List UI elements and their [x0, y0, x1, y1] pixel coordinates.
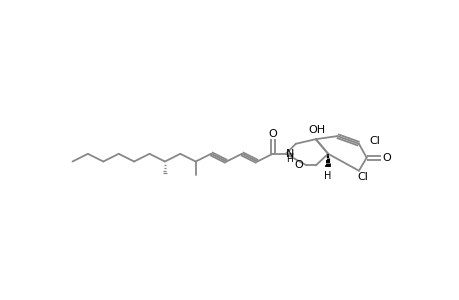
Text: O: O [294, 160, 303, 170]
Text: OH: OH [308, 125, 325, 135]
Text: O: O [381, 153, 390, 163]
Text: N: N [285, 149, 293, 159]
Text: Cl: Cl [369, 136, 380, 146]
Text: H: H [324, 171, 331, 181]
Text: Cl: Cl [357, 172, 368, 182]
Text: O: O [268, 129, 276, 139]
Text: H: H [285, 155, 292, 164]
